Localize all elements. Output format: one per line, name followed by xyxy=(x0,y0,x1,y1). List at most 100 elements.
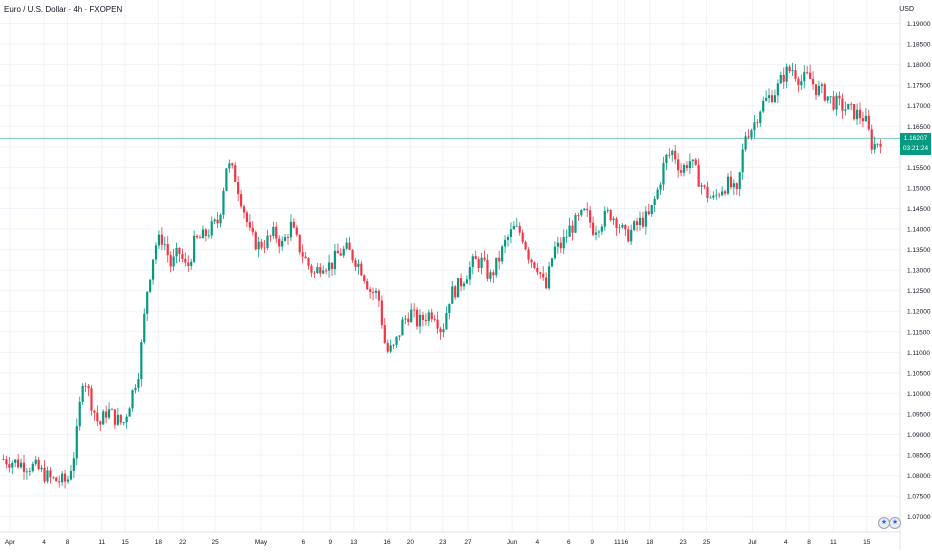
candle-body xyxy=(96,412,99,422)
candle-body xyxy=(465,279,469,284)
candle-body xyxy=(726,176,730,194)
candle-body xyxy=(128,408,131,417)
candle-body xyxy=(448,303,451,314)
candle-body xyxy=(530,259,533,263)
candle-body xyxy=(562,236,565,249)
candle-body xyxy=(336,250,339,254)
candle-body xyxy=(495,257,498,276)
y-tick-label: 1.12000 xyxy=(907,309,931,316)
candle-body xyxy=(806,72,809,73)
candle-body xyxy=(762,100,765,112)
candle-body xyxy=(521,232,524,242)
candle-body xyxy=(154,245,158,260)
candle-body xyxy=(691,159,694,162)
candle-body xyxy=(756,122,759,124)
candle-body xyxy=(281,240,284,247)
candle-body xyxy=(858,109,862,119)
candle-body xyxy=(747,136,750,138)
candle-body xyxy=(260,241,263,248)
candle-body xyxy=(134,387,137,391)
candle-body xyxy=(797,78,800,86)
y-tick-label: 1.09500 xyxy=(907,411,931,418)
candle-body xyxy=(424,319,427,321)
candle-body xyxy=(580,210,583,216)
us-flag-icon[interactable]: ★ xyxy=(889,517,901,529)
candle-body xyxy=(354,260,357,267)
candle-body xyxy=(301,252,304,257)
candle-body xyxy=(853,103,856,120)
candle-body xyxy=(471,256,474,268)
candle-body xyxy=(72,458,75,471)
candle-body xyxy=(715,194,718,196)
candle-body xyxy=(418,314,422,327)
candle-body xyxy=(835,95,838,110)
candle-body xyxy=(195,235,199,238)
candle-body xyxy=(503,239,507,247)
candle-body xyxy=(506,236,510,240)
candle-body xyxy=(371,291,375,293)
candle-body xyxy=(339,253,342,256)
candle-body xyxy=(213,219,216,222)
candle-body xyxy=(462,283,466,287)
candle-body xyxy=(468,267,471,280)
candle-body xyxy=(682,165,686,173)
candle-body xyxy=(292,221,295,228)
x-tick-label: 25 xyxy=(703,539,711,546)
candle-body xyxy=(325,270,328,272)
candle-body xyxy=(811,78,815,85)
x-tick-label: Jul xyxy=(748,539,757,546)
candle-body xyxy=(483,257,486,260)
candle-body xyxy=(492,272,495,276)
candle-body xyxy=(43,467,46,482)
candle-body xyxy=(146,291,149,314)
candle-body xyxy=(105,411,108,418)
candle-body xyxy=(867,115,870,130)
candle-body xyxy=(357,263,360,267)
candle-body xyxy=(594,232,598,235)
candle-body xyxy=(52,477,55,479)
candle-body xyxy=(201,229,205,239)
candle-body xyxy=(225,168,228,191)
candle-body xyxy=(876,143,879,145)
candle-body xyxy=(823,84,826,101)
candle-body xyxy=(242,206,246,213)
candle-body xyxy=(612,218,615,221)
candle-body xyxy=(653,198,656,206)
candle-body xyxy=(665,154,668,164)
candle-body xyxy=(348,242,351,250)
x-tick-label: Jun xyxy=(507,539,518,546)
x-tick-label: 23 xyxy=(439,539,447,546)
candle-body xyxy=(184,258,187,263)
candle-body xyxy=(486,259,489,279)
candle-body xyxy=(322,270,325,274)
candle-body xyxy=(501,246,504,262)
candle-body xyxy=(630,229,633,242)
candle-body xyxy=(175,247,178,257)
candle-body xyxy=(633,221,636,230)
candle-body xyxy=(407,318,410,323)
x-tick-label: 20 xyxy=(407,539,415,546)
x-tick-label: 27 xyxy=(464,539,472,546)
candle-body xyxy=(34,459,37,464)
x-tick-label: May xyxy=(255,539,268,546)
candle-body xyxy=(565,236,568,238)
candle-body xyxy=(577,215,580,216)
y-tick-label: 1.08500 xyxy=(907,453,931,460)
candle-body xyxy=(272,226,275,237)
candle-body xyxy=(84,385,87,387)
candle-body xyxy=(451,286,454,304)
candle-body xyxy=(709,197,712,199)
candle-body xyxy=(589,210,592,223)
y-tick-label: 1.19000 xyxy=(907,21,931,28)
candle-body xyxy=(219,214,222,224)
candle-body xyxy=(750,130,753,138)
candle-body xyxy=(93,410,96,413)
candle-body xyxy=(319,267,322,274)
last-price-badge: 1.16207 03:21:24 xyxy=(900,133,931,155)
candle-body xyxy=(732,183,735,188)
y-tick-label: 1.13500 xyxy=(907,247,931,254)
candle-body xyxy=(78,401,81,427)
candle-body xyxy=(879,143,882,147)
candle-body xyxy=(149,279,152,292)
